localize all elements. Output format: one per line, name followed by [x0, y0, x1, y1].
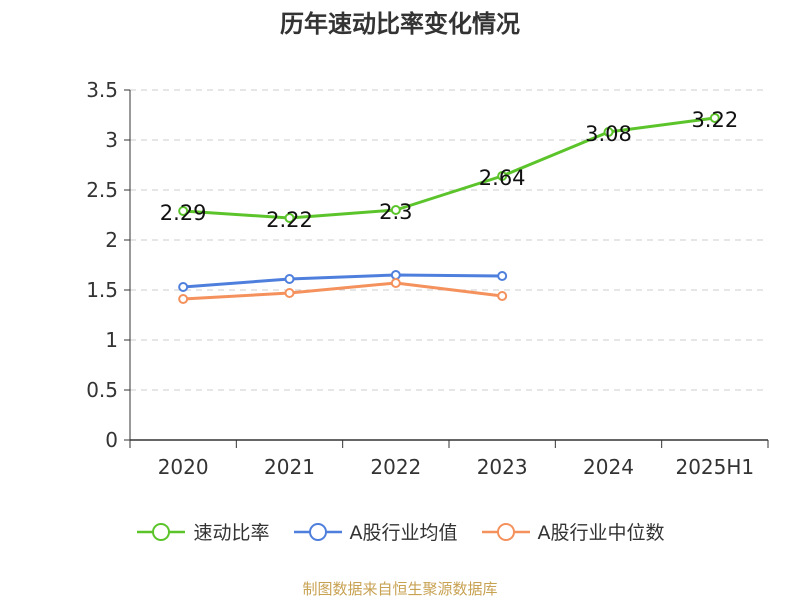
y-tick-label: 0: [105, 428, 118, 452]
data-point: [390, 278, 401, 288]
legend-label: 速动比率: [193, 522, 270, 544]
x-tick-label: 2022: [370, 455, 421, 479]
y-tick-label: 0.5: [86, 378, 118, 402]
data-label: 3.08: [585, 122, 632, 146]
data-point: [178, 206, 189, 216]
legend-item[interactable]: A股行业均值: [292, 518, 458, 545]
y-tick-label: 3.5: [86, 78, 118, 102]
data-point: [390, 205, 401, 215]
data-point: [284, 274, 295, 284]
data-point: [284, 213, 295, 223]
y-tick-label: 3: [105, 128, 118, 152]
legend-swatch: [481, 522, 530, 541]
series-line: [183, 281, 503, 301]
legend-item[interactable]: 速动比率: [135, 518, 270, 545]
series: [178, 113, 720, 304]
series-line: [183, 116, 716, 220]
data-point: [178, 294, 189, 304]
series-line: [183, 273, 503, 289]
chart-title: 历年速动比率变化情况: [280, 10, 520, 38]
legend-item[interactable]: A股行业中位数: [480, 518, 665, 545]
data-point: [284, 288, 295, 298]
data-labels: 2.29 2.22 2.3 2.64 3.08 3.22: [160, 108, 738, 232]
legend-marker: [308, 522, 327, 541]
source-note: 制图数据来自恒生聚源数据库: [302, 580, 498, 598]
legend-swatch: [137, 522, 186, 541]
y-tick-label: 2.5: [86, 178, 118, 202]
legend-marker: [152, 522, 171, 541]
data-point: [390, 270, 401, 280]
x-tick-label: 2025H1: [675, 455, 754, 479]
legend: 速动比率 A股行业均值 A股行业中位数: [0, 518, 800, 545]
y-tick-label: 2: [105, 228, 118, 252]
x-tick-label: 2023: [477, 455, 528, 479]
data-label: 2.22: [266, 208, 313, 232]
gridlines: [130, 89, 768, 391]
legend-marker: [496, 522, 515, 541]
data-point: [603, 127, 614, 137]
x-tick-label: 2020: [158, 455, 209, 479]
data-point: [497, 171, 508, 181]
axes: 0 0.5 1 1.5 2 2.5 3 3.5 2020 2021 2022 2023 2024 2025…: [86, 78, 769, 479]
data-label: 2.64: [479, 166, 526, 190]
data-point: [497, 271, 508, 281]
y-tick-label: 1.5: [86, 278, 118, 302]
data-point: [497, 291, 508, 301]
x-tick-label: 2024: [583, 455, 634, 479]
data-label: 3.22: [691, 108, 738, 132]
x-tick-label: 2021: [264, 455, 315, 479]
data-point: [178, 282, 189, 292]
legend-swatch: [293, 522, 342, 541]
legend-label: A股行业中位数: [537, 522, 665, 544]
data-label: 2.29: [160, 201, 207, 225]
y-tick-label: 1: [105, 328, 118, 352]
legend-label: A股行业均值: [349, 522, 458, 544]
data-label: 2.3: [379, 200, 412, 224]
data-point: [709, 113, 720, 123]
